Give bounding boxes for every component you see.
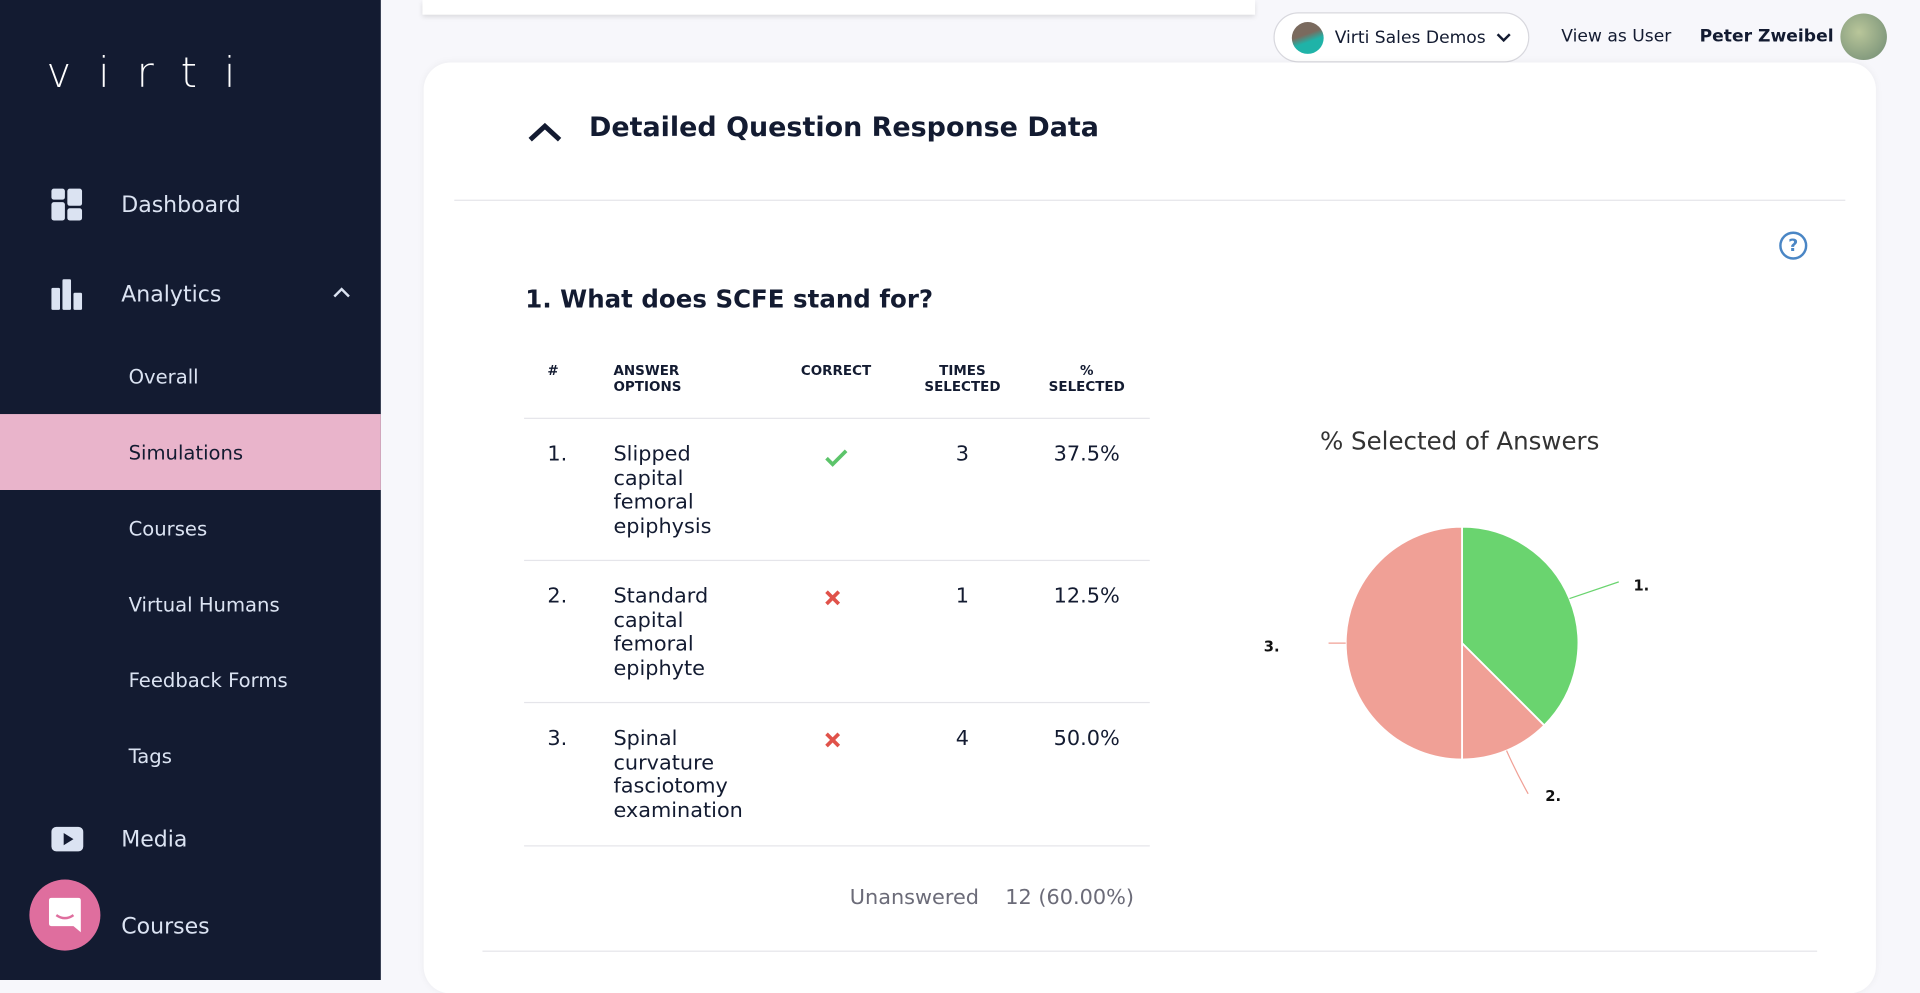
sidebar-item-label: Analytics <box>121 281 222 307</box>
divider <box>524 845 1150 847</box>
sidebar-sub-tags[interactable]: Tags <box>128 744 172 768</box>
chat-launcher-button[interactable] <box>29 879 101 951</box>
sidebar-item-courses[interactable]: Courses <box>0 902 381 951</box>
question-title: 1. What does SCFE stand for? <box>525 284 934 314</box>
answer-option: Slipped capital femoral epiphysis <box>613 442 712 539</box>
col-header-answer: ANSWER OPTIONS <box>613 362 682 395</box>
check-icon <box>825 449 848 467</box>
sidebar-item-label: Media <box>121 826 188 852</box>
row-number: 2. <box>547 584 568 609</box>
unanswered-value: 12 (60.00%) <box>1005 885 1135 911</box>
row-number: 3. <box>547 726 568 751</box>
sidebar-sub-feedback-forms[interactable]: Feedback Forms <box>128 668 288 692</box>
dashboard-icon <box>51 188 83 221</box>
org-avatar <box>1291 21 1324 54</box>
sidebar-sub-simulations[interactable]: Simulations <box>0 414 381 490</box>
pie-slice-3[interactable] <box>1344 525 1463 761</box>
chat-icon <box>48 897 81 933</box>
top-card-edge <box>422 0 1256 15</box>
col-header-pct: % SELECTED <box>1048 362 1125 395</box>
divider <box>482 950 1818 952</box>
chevron-down-icon <box>1496 32 1511 42</box>
cross-icon <box>825 590 841 606</box>
user-name[interactable]: Peter Zweibel <box>1699 26 1834 47</box>
pie-slice-2[interactable] <box>1461 640 1546 761</box>
col-header-num: # <box>547 362 559 379</box>
divider <box>454 199 1846 201</box>
correct-indicator <box>824 448 848 474</box>
sidebar-sub-virtual-humans[interactable]: Virtual Humans <box>128 592 280 616</box>
col-header-times: TIMES SELECTED <box>924 362 1001 395</box>
pie-label-line <box>1569 581 1619 600</box>
question-response-card <box>423 62 1876 993</box>
bar-chart-icon <box>51 279 83 310</box>
col-header-correct: CORRECT <box>800 362 872 379</box>
org-switcher[interactable]: Virti Sales Demos <box>1273 12 1530 63</box>
percent-selected: 12.5% <box>1053 584 1120 609</box>
sidebar-sub-courses[interactable]: Courses <box>128 516 208 540</box>
play-icon <box>51 826 84 852</box>
times-selected: 4 <box>955 726 970 751</box>
correct-indicator <box>824 589 841 613</box>
pie-label: 2. <box>1545 788 1561 805</box>
sidebar-item-analytics[interactable]: Analytics <box>0 270 381 319</box>
chevron-up-icon[interactable] <box>527 118 564 147</box>
pie-label-line <box>1505 750 1529 795</box>
sidebar-item-label: Dashboard <box>121 191 241 218</box>
percent-selected: 50.0% <box>1053 726 1120 751</box>
percent-selected: 37.5% <box>1053 442 1120 467</box>
sidebar-item-dashboard[interactable]: Dashboard <box>0 180 381 229</box>
org-name: Virti Sales Demos <box>1334 27 1486 48</box>
answer-option: Spinal curvature fasciotomy examination <box>613 726 743 823</box>
user-avatar[interactable] <box>1840 13 1887 61</box>
times-selected: 1 <box>955 584 970 609</box>
sidebar-sub-overall[interactable]: Overall <box>128 364 199 388</box>
sidebar-item-media[interactable]: Media <box>0 815 381 864</box>
answer-option: Standard capital femoral epiphyte <box>613 584 709 681</box>
pie-label: 3. <box>1264 639 1280 656</box>
row-number: 1. <box>547 442 568 467</box>
help-icon[interactable]: ? <box>1779 231 1808 260</box>
table-row: 3. Spinal curvature fasciotomy examinati… <box>524 701 1150 844</box>
correct-indicator <box>824 731 841 755</box>
section-title: Detailed Question Response Data <box>588 112 1099 144</box>
chart-title: % Selected of Answers <box>1320 426 1600 456</box>
pie-label: 1. <box>1633 577 1649 594</box>
unanswered-label: Unanswered <box>849 885 979 911</box>
pie-slice-1[interactable] <box>1461 525 1580 727</box>
cross-icon <box>825 732 841 748</box>
times-selected: 3 <box>955 442 970 467</box>
chevron-up-icon[interactable] <box>332 287 352 299</box>
view-as-user-link[interactable]: View as User <box>1561 26 1672 47</box>
sidebar-item-label: Courses <box>121 913 210 939</box>
table-row: 2. Standard capital femoral epiphyte 1 1… <box>524 559 1150 702</box>
virti-logo[interactable]: virti <box>46 49 263 98</box>
table-row: 1. Slipped capital femoral epiphysis 3 3… <box>524 417 1150 560</box>
sidebar: virti Dashboard Analytics Overall Simula… <box>0 0 381 980</box>
